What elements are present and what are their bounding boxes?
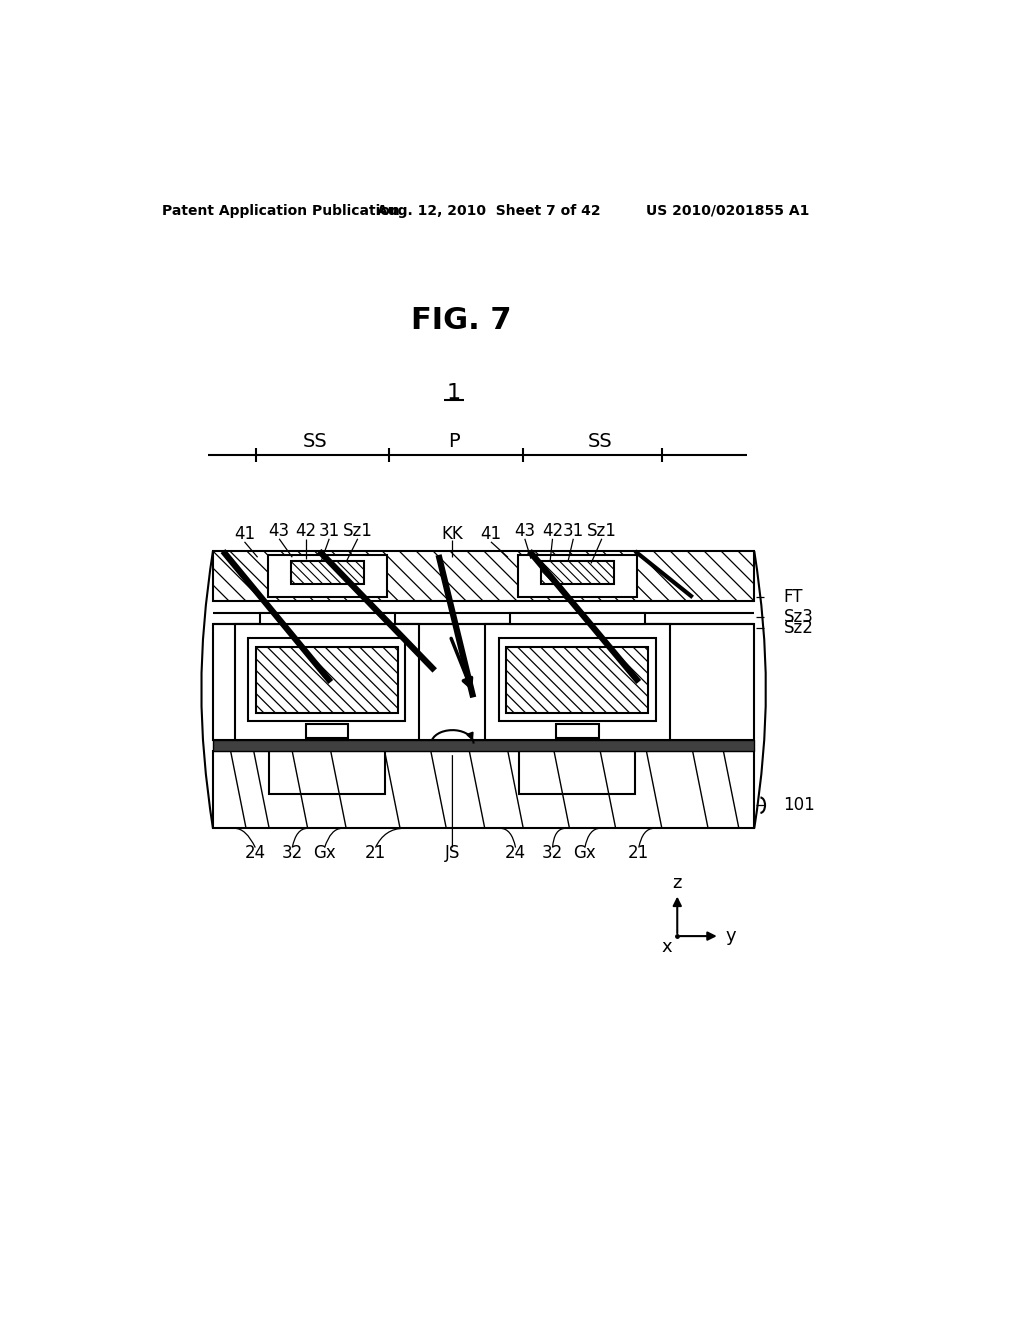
Text: 43: 43	[514, 523, 536, 540]
Text: 1: 1	[446, 383, 461, 403]
Text: 24: 24	[505, 843, 526, 862]
Bar	[213, 552, 755, 601]
Bar	[541, 561, 614, 585]
Bar	[267, 554, 387, 597]
Text: Sz3: Sz3	[783, 607, 813, 626]
Text: 21: 21	[365, 843, 386, 862]
Text: 32: 32	[282, 843, 303, 862]
Bar	[249, 638, 406, 721]
Text: Patent Application Publication: Patent Application Publication	[162, 203, 399, 218]
Bar	[510, 612, 645, 624]
Bar	[213, 751, 755, 829]
Text: 41: 41	[480, 525, 502, 543]
Text: Sz2: Sz2	[783, 619, 813, 638]
Bar	[519, 751, 635, 793]
Text: 21: 21	[628, 843, 649, 862]
Bar	[484, 624, 670, 739]
Text: x: x	[662, 939, 672, 956]
Bar	[556, 725, 599, 738]
Text: 41: 41	[233, 525, 255, 543]
Text: FIG. 7: FIG. 7	[412, 306, 512, 334]
Bar	[256, 647, 397, 713]
Bar	[499, 638, 655, 721]
Text: SS: SS	[303, 432, 328, 451]
Text: Sz1: Sz1	[343, 523, 373, 540]
Bar	[306, 725, 348, 738]
Text: y: y	[725, 927, 735, 945]
Bar	[289, 751, 366, 780]
Text: z: z	[673, 874, 682, 892]
Bar	[506, 647, 648, 713]
Text: JS: JS	[444, 843, 460, 862]
Text: 43: 43	[268, 523, 290, 540]
Bar	[518, 554, 637, 597]
Bar	[260, 612, 394, 624]
Text: Gx: Gx	[313, 843, 336, 862]
Text: P: P	[449, 432, 460, 451]
Text: Sz1: Sz1	[587, 523, 616, 540]
Text: US 2010/0201855 A1: US 2010/0201855 A1	[645, 203, 809, 218]
Text: KK: KK	[441, 525, 463, 543]
Text: Aug. 12, 2010  Sheet 7 of 42: Aug. 12, 2010 Sheet 7 of 42	[377, 203, 600, 218]
Text: 42: 42	[296, 523, 316, 540]
Bar	[234, 624, 419, 739]
Bar	[213, 739, 755, 751]
Bar	[539, 751, 615, 780]
Bar	[213, 624, 755, 739]
Bar	[291, 561, 364, 585]
Text: Gx: Gx	[573, 843, 596, 862]
Text: FT: FT	[783, 589, 803, 606]
Text: 31: 31	[562, 523, 584, 540]
Text: 32: 32	[542, 843, 563, 862]
Text: 24: 24	[245, 843, 266, 862]
Text: 101: 101	[783, 796, 815, 814]
Text: 31: 31	[318, 523, 340, 540]
Bar	[269, 751, 385, 793]
Text: 42: 42	[542, 523, 563, 540]
Text: SS: SS	[588, 432, 612, 451]
